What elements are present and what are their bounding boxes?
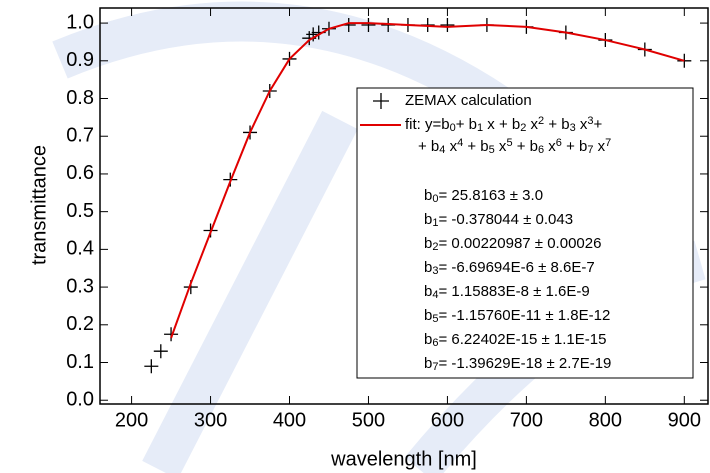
annotation: b2​= 0.00220987 ± 0.00026 bbox=[424, 235, 601, 253]
subscript: 6 bbox=[538, 144, 544, 156]
annotation: b6​= 6.22402E-15 ± 1.1E-15 bbox=[424, 331, 606, 349]
x-tick-label: 700 bbox=[510, 409, 543, 431]
legend-label: + b4​ x4​ + b5​ x5​ + b6​ x6​ + b7​ x7​ bbox=[418, 137, 611, 157]
text-run: = 1.15883E-8 ± 1.6E-9 bbox=[438, 283, 589, 300]
text-run: b bbox=[424, 355, 432, 372]
data-point bbox=[677, 53, 692, 68]
y-tick-label: 0.1 bbox=[66, 351, 94, 373]
text-run: x bbox=[544, 138, 556, 155]
subscript: 7 bbox=[432, 361, 438, 373]
x-tick-label: 600 bbox=[431, 409, 464, 431]
text-run: x + b bbox=[483, 116, 520, 133]
subscript: 4 bbox=[432, 289, 438, 301]
text-run: x bbox=[445, 138, 457, 155]
subscript: 2 bbox=[520, 122, 526, 134]
subscript: 3 bbox=[432, 265, 438, 277]
watermark-stroke bbox=[142, 110, 358, 473]
superscript: 3 bbox=[587, 115, 593, 127]
y-axis-label: transmittance bbox=[28, 145, 50, 265]
data-point bbox=[144, 359, 159, 374]
y-tick-label: 0.2 bbox=[66, 313, 94, 335]
annotation: b1​= -0.378044 ± 0.043 bbox=[424, 211, 573, 229]
y-tick-label: 0.0 bbox=[66, 389, 94, 411]
text-run: = -6.69694E-6 ± 8.6E-7 bbox=[438, 259, 594, 276]
text-run: + b bbox=[544, 116, 569, 133]
annotation: b3​= -6.69694E-6 ± 8.6E-7 bbox=[424, 259, 595, 277]
text-run: b bbox=[424, 187, 432, 204]
annotation: b4​= 1.15883E-8 ± 1.6E-9 bbox=[424, 283, 590, 301]
data-point bbox=[361, 17, 376, 32]
text-run: + b bbox=[562, 138, 587, 155]
subscript: 6 bbox=[432, 337, 438, 349]
text-run: fit: y=b bbox=[405, 116, 450, 133]
subscript: 0 bbox=[450, 122, 456, 134]
subscript: 7 bbox=[587, 144, 593, 156]
subscript: 4 bbox=[439, 144, 445, 156]
text-run: x bbox=[495, 138, 507, 155]
legend-marker bbox=[373, 93, 389, 109]
fit-line bbox=[170, 22, 685, 339]
text-run: = 0.00220987 ± 0.00026 bbox=[438, 235, 601, 252]
y-tick-label: 1.0 bbox=[66, 11, 94, 33]
text-run: x bbox=[593, 138, 605, 155]
x-tick-label: 400 bbox=[273, 409, 306, 431]
x-tick-label: 200 bbox=[115, 409, 148, 431]
text-run: = -1.39629E-18 ± 2.7E-19 bbox=[438, 355, 611, 372]
annotation: b7​= -1.39629E-18 ± 2.7E-19 bbox=[424, 355, 611, 373]
text-run: = 25.8163 ± 3.0 bbox=[438, 187, 543, 204]
text-run: b bbox=[424, 259, 432, 276]
subscript: 5 bbox=[489, 144, 495, 156]
text-run: x bbox=[576, 116, 588, 133]
data-point bbox=[440, 17, 455, 32]
data-point bbox=[153, 344, 168, 359]
subscript: 3 bbox=[570, 122, 576, 134]
legend-label: ZEMAX calculation bbox=[405, 92, 532, 109]
subscript: 1 bbox=[432, 217, 438, 229]
x-tick-label: 500 bbox=[352, 409, 385, 431]
y-tick-label: 0.5 bbox=[66, 200, 94, 222]
subscript: 5 bbox=[432, 313, 438, 325]
superscript: 5 bbox=[506, 137, 512, 149]
y-tick-label: 0.9 bbox=[66, 49, 94, 71]
superscript: 7 bbox=[605, 137, 611, 149]
watermark-arc bbox=[52, 1, 532, 137]
x-tick-label: 300 bbox=[194, 409, 227, 431]
y-tick-label: 0.7 bbox=[66, 125, 94, 147]
x-axis-label: wavelength [nm] bbox=[330, 448, 477, 470]
text-run: = -1.15760E-11 ± 1.8E-12 bbox=[438, 307, 610, 324]
plot-frame bbox=[99, 7, 709, 405]
text-run: + b bbox=[456, 116, 477, 133]
x-tick-label: 900 bbox=[668, 409, 701, 431]
text-run: b bbox=[424, 331, 432, 348]
text-run: b bbox=[424, 283, 432, 300]
subscript: 0 bbox=[432, 193, 438, 205]
text-run: b bbox=[424, 211, 432, 228]
y-tick-label: 0.4 bbox=[66, 238, 94, 260]
text-run: + bbox=[594, 116, 603, 133]
data-point bbox=[164, 327, 179, 342]
legend-label: fit: y=b0​+ b1​ x + b2​ x2​ + b3​ x3​+ bbox=[405, 115, 603, 135]
subscript: 1 bbox=[477, 122, 483, 134]
text-run: x bbox=[526, 116, 538, 133]
text-run: b bbox=[424, 307, 432, 324]
superscript: 2 bbox=[538, 115, 544, 127]
y-tick-label: 0.6 bbox=[66, 162, 94, 184]
y-tick-label: 0.8 bbox=[66, 87, 94, 109]
subscript: 2 bbox=[432, 241, 438, 253]
superscript: 4 bbox=[457, 137, 463, 149]
superscript: 6 bbox=[556, 137, 562, 149]
text-run: + b bbox=[513, 138, 538, 155]
annotation: b5​= -1.15760E-11 ± 1.8E-12 bbox=[424, 307, 610, 325]
text-run: + b bbox=[418, 138, 439, 155]
y-tick-label: 0.3 bbox=[66, 275, 94, 297]
legend-box bbox=[356, 87, 694, 379]
text-run: = -0.378044 ± 0.043 bbox=[438, 211, 573, 228]
text-run: b bbox=[424, 235, 432, 252]
text-run: + b bbox=[463, 138, 488, 155]
x-tick-label: 800 bbox=[589, 409, 622, 431]
annotation: b0​= 25.8163 ± 3.0 bbox=[424, 187, 543, 205]
text-run: = 6.22402E-15 ± 1.1E-15 bbox=[438, 331, 606, 348]
